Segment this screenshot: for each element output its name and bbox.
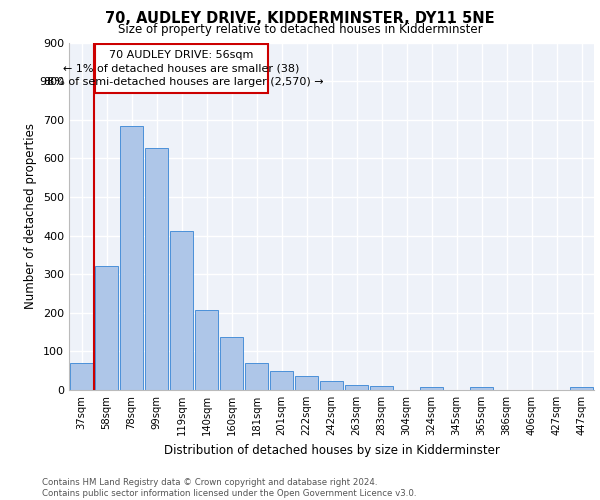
Bar (470, 387, 493, 390)
Text: 70, AUDLEY DRIVE, KIDDERMINSTER, DY11 5NE: 70, AUDLEY DRIVE, KIDDERMINSTER, DY11 5N… (105, 11, 495, 26)
Bar (370, 386, 393, 390)
Bar (320, 381, 343, 390)
Bar (570, 387, 593, 390)
Bar (270, 372, 293, 390)
Bar (95, 266, 118, 390)
Text: 98% of semi-detached houses are larger (2,570) →: 98% of semi-detached houses are larger (… (40, 77, 323, 87)
Bar (295, 376, 318, 390)
Bar (70, 363, 93, 390)
X-axis label: Distribution of detached houses by size in Kidderminster: Distribution of detached houses by size … (164, 444, 499, 456)
Y-axis label: Number of detached properties: Number of detached properties (25, 123, 37, 309)
Bar (170, 230, 193, 390)
Bar (145, 148, 168, 390)
Text: Contains HM Land Registry data © Crown copyright and database right 2024.
Contai: Contains HM Land Registry data © Crown c… (42, 478, 416, 498)
Bar (345, 386, 368, 390)
Text: ← 1% of detached houses are smaller (38): ← 1% of detached houses are smaller (38) (64, 64, 299, 74)
Text: 70 AUDLEY DRIVE: 56sqm: 70 AUDLEY DRIVE: 56sqm (109, 50, 254, 60)
Text: Size of property relative to detached houses in Kidderminster: Size of property relative to detached ho… (118, 22, 482, 36)
Bar (420, 387, 443, 390)
Bar (245, 363, 268, 390)
Bar (195, 310, 218, 390)
Bar (220, 337, 243, 390)
FancyBboxPatch shape (95, 44, 268, 92)
Bar (120, 126, 143, 390)
